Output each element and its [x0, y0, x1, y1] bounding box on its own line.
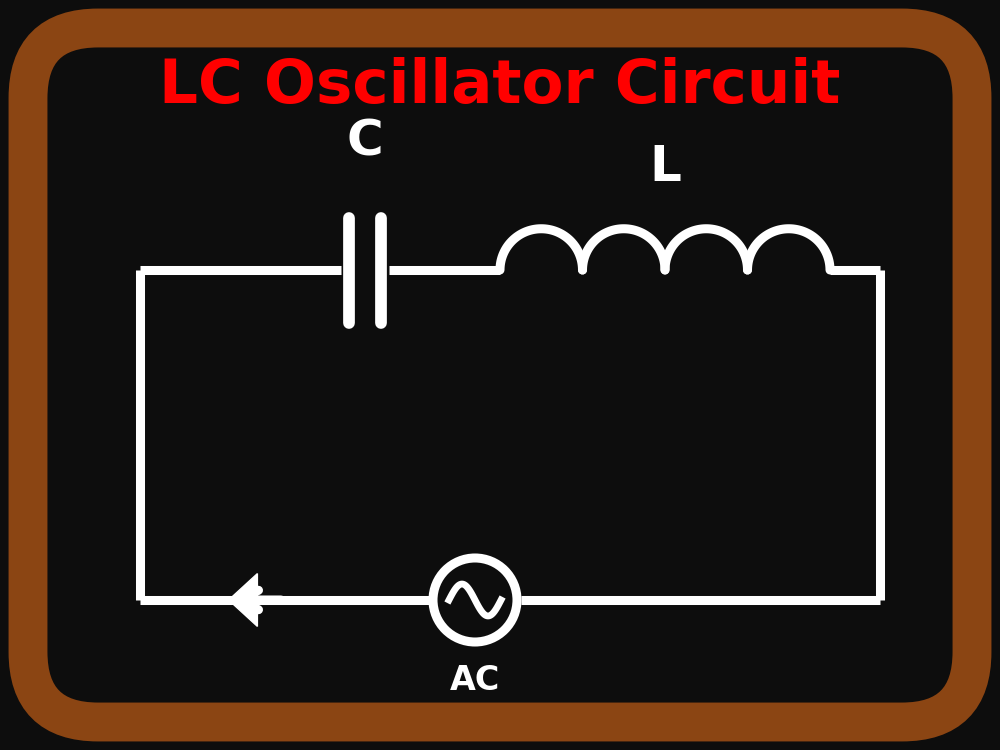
Text: LC Oscillator Circuit: LC Oscillator Circuit — [159, 57, 841, 116]
Circle shape — [433, 558, 517, 642]
Text: C: C — [347, 117, 383, 165]
FancyBboxPatch shape — [28, 28, 972, 722]
Text: AC: AC — [450, 664, 500, 698]
Text: L: L — [649, 143, 681, 191]
Polygon shape — [229, 574, 257, 626]
